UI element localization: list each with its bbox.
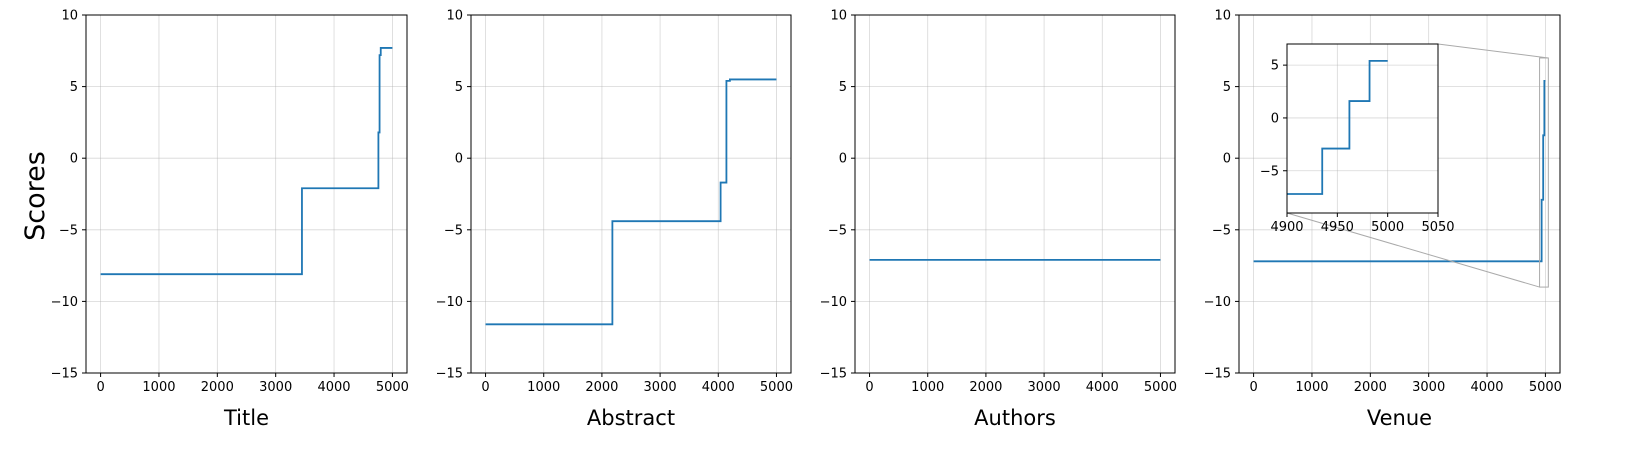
zoom-connector-line: [1437, 43, 1549, 59]
x-tick-label: 3000: [259, 380, 292, 395]
panel-authors: 0 1000 2000 3000 4000 5000 −15 −10 −5 0 5 10 Authors: [820, 9, 1177, 431]
plot-frame: [854, 14, 1176, 374]
y-tick-label: 0: [455, 152, 463, 167]
x-tick-label: 5000: [1144, 380, 1177, 395]
y-tick-label: 10: [446, 9, 463, 24]
x-tick-label: 0: [481, 380, 489, 395]
x-tick-label: 5000: [760, 380, 793, 395]
x-tick-label: 5000: [1529, 380, 1562, 395]
x-axis-label: Authors: [974, 406, 1056, 430]
y-tick-label: −15: [1204, 367, 1231, 382]
y-tick-label: −5: [828, 223, 847, 238]
x-tick-label: 4900: [1270, 220, 1303, 235]
y-tick-label: 0: [70, 152, 78, 167]
y-tick-label: 0: [1223, 152, 1231, 167]
x-tick-label: 4000: [1470, 380, 1503, 395]
x-tick-label: 2000: [201, 380, 234, 395]
x-tick-label: 1000: [527, 380, 560, 395]
series-line: [100, 47, 393, 276]
x-tick-label: 1000: [911, 380, 944, 395]
y-tick-label: −15: [436, 367, 463, 382]
y-tick-label: 5: [839, 80, 847, 95]
plot-frame: [1286, 43, 1439, 214]
zoom-region-box: [1539, 57, 1549, 288]
y-tick-label: −10: [436, 295, 463, 310]
x-tick-label: 5050: [1421, 220, 1454, 235]
y-tick-label: 5: [1271, 59, 1279, 74]
x-tick-label: 4950: [1321, 220, 1354, 235]
x-tick-label: 3000: [1412, 380, 1445, 395]
y-tick-label: 10: [1214, 9, 1231, 24]
y-tick-label: −5: [444, 223, 463, 238]
plot-frame: [1238, 14, 1561, 374]
x-tick-label: 4000: [1086, 380, 1119, 395]
panel-abstract: 0 1000 2000 3000 4000 5000 −15 −10 −5 0 5 10 Abstrac…: [436, 9, 793, 431]
x-tick-label: 5000: [1371, 220, 1404, 235]
x-tick-label: 3000: [644, 380, 677, 395]
inset-axes: 4900 4950 5000 5050 −5 0 5: [1260, 43, 1455, 235]
plot-frame: [85, 14, 408, 374]
y-tick-label: −15: [51, 367, 78, 382]
inset-background: [1287, 44, 1438, 213]
y-tick-label: −5: [1260, 164, 1279, 179]
y-tick-label: 0: [839, 152, 847, 167]
y-tick-label: −10: [820, 295, 847, 310]
series-line: [1253, 79, 1546, 263]
x-tick-label: 2000: [969, 380, 1002, 395]
y-tick-label: −10: [51, 295, 78, 310]
zoom-connector-line: [1286, 212, 1540, 288]
y-tick-label: 5: [70, 80, 78, 95]
plot-frame: [470, 14, 792, 374]
y-tick-label: 5: [455, 80, 463, 95]
y-tick-label: 0: [1271, 111, 1279, 126]
x-tick-label: 4000: [317, 380, 350, 395]
x-tick-label: 1000: [142, 380, 175, 395]
x-tick-label: 2000: [585, 380, 618, 395]
y-tick-label: 10: [61, 9, 78, 24]
y-tick-label: −10: [1204, 295, 1231, 310]
x-tick-label: 3000: [1028, 380, 1061, 395]
y-tick-label: −15: [820, 367, 847, 382]
x-tick-label: 4000: [702, 380, 735, 395]
x-axis-label: Abstract: [587, 406, 675, 430]
x-tick-label: 0: [1249, 380, 1257, 395]
series-line: [1287, 60, 1388, 195]
x-axis-label: Venue: [1367, 406, 1432, 430]
x-tick-label: 5000: [376, 380, 409, 395]
series-line: [485, 78, 777, 326]
x-tick-label: 2000: [1354, 380, 1387, 395]
y-tick-label: −5: [59, 223, 78, 238]
x-tick-label: 0: [96, 380, 104, 395]
x-tick-label: 0: [865, 380, 873, 395]
y-tick-label: 10: [830, 9, 847, 24]
y-tick-label: 5: [1223, 80, 1231, 95]
x-axis-label: Title: [223, 406, 269, 430]
y-axis-label: Scores: [20, 151, 51, 241]
panel-title: 0 1000 2000 3000 4000 5000 −15 −10 −5 0 5 10 Title: [51, 9, 409, 431]
y-tick-label: −5: [1212, 223, 1231, 238]
x-tick-label: 1000: [1295, 380, 1328, 395]
